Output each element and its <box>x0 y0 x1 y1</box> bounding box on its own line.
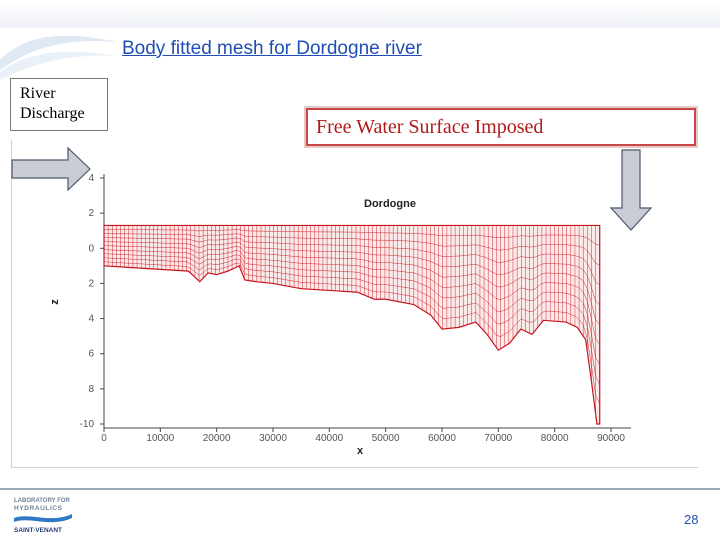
x-tick-label: 90000 <box>597 433 625 444</box>
river-discharge-label: River Discharge <box>10 78 108 131</box>
mesh-layer-line <box>104 229 600 246</box>
x-tick-label: 10000 <box>146 433 174 444</box>
y-tick-label: 4 <box>88 173 94 184</box>
mesh-layer-line <box>103 241 600 306</box>
mesh-layer-line <box>103 257 600 385</box>
x-tick-label: 40000 <box>315 433 343 444</box>
logo-line-1: LABORATORY FOR <box>14 498 70 504</box>
y-tick-label: 2 <box>88 278 94 289</box>
footer-divider <box>0 488 720 490</box>
y-tick-label: 6 <box>88 349 94 360</box>
free-surface-text: Free Water Surface Imposed <box>316 116 544 138</box>
x-tick-label: 30000 <box>259 433 287 444</box>
logo-line-3: SAINT-VENANT <box>14 527 62 534</box>
free-surface-callout: Free Water Surface Imposed <box>306 108 696 146</box>
x-tick-label: 70000 <box>484 433 512 444</box>
lab-logo: LABORATORY FOR HYDRAULICS SAINT-VENANT <box>14 498 72 534</box>
surface-arrow-icon <box>609 149 653 231</box>
logo-wave-icon <box>14 514 72 523</box>
x-tick-label: 60000 <box>428 433 456 444</box>
mesh-layer-line <box>103 253 600 365</box>
x-tick-label: 20000 <box>203 433 231 444</box>
plot-frame <box>11 140 698 468</box>
mesh-layer-line <box>103 233 600 266</box>
header-band <box>0 0 720 28</box>
y-tick-label: 0 <box>88 243 94 254</box>
page-number: 28 <box>684 512 699 527</box>
mesh-layer-line <box>103 249 600 345</box>
page-title: Body fitted mesh for Dordogne river <box>122 38 422 59</box>
y-axis-label: z <box>49 299 61 305</box>
mesh-layer-line <box>103 245 600 325</box>
mesh-plot: 0 10000 20000 30000 40000 50000 60000 70000 8000… <box>11 146 653 457</box>
mesh-layer-line <box>103 261 600 405</box>
y-tick-label: 8 <box>88 384 94 395</box>
logo-line-2: HYDRAULICS <box>14 505 63 512</box>
x-tick-label: 80000 <box>541 433 569 444</box>
chart-title: Dordogne <box>364 198 416 210</box>
y-tick-label: 4 <box>88 314 94 325</box>
discharge-arrow-icon <box>11 146 91 192</box>
y-tick-label: 2 <box>88 208 94 219</box>
x-tick-label: 50000 <box>372 433 400 444</box>
x-axis-label: x <box>357 445 364 457</box>
mesh-layer-line <box>104 237 600 286</box>
wave-logo-icon <box>0 35 118 80</box>
river-discharge-text: River Discharge <box>20 85 85 122</box>
y-tick-label: -10 <box>80 419 95 430</box>
x-tick-label: 0 <box>101 433 107 444</box>
